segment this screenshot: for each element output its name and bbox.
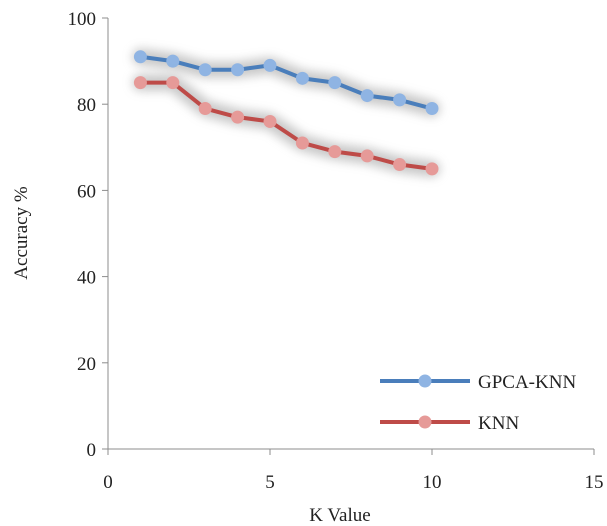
series-knn bbox=[132, 74, 440, 177]
legend-marker bbox=[418, 374, 432, 388]
x-tick-label: 0 bbox=[103, 472, 113, 493]
data-point bbox=[198, 102, 212, 116]
x-ticks: 0 5 10 15 bbox=[103, 449, 604, 493]
data-point bbox=[393, 93, 407, 107]
legend: GPCA-KNN KNN bbox=[380, 372, 576, 434]
y-tick-label: 0 bbox=[87, 440, 97, 461]
data-point bbox=[133, 76, 147, 90]
y-tick-label: 100 bbox=[68, 9, 97, 30]
y-axis-label: Accuracy % bbox=[11, 186, 32, 280]
legend-label: KNN bbox=[478, 413, 519, 434]
data-point bbox=[295, 136, 309, 150]
legend-item: KNN bbox=[380, 413, 519, 434]
y-tick-label: 60 bbox=[77, 181, 96, 202]
data-point bbox=[360, 89, 374, 103]
data-point bbox=[166, 54, 180, 68]
x-tick-label: 5 bbox=[265, 472, 275, 493]
y-tick-label: 40 bbox=[77, 268, 96, 289]
series-line bbox=[140, 80, 433, 171]
data-point bbox=[295, 71, 309, 85]
data-point bbox=[198, 63, 212, 77]
data-point bbox=[263, 114, 277, 128]
y-tick-label: 20 bbox=[77, 354, 96, 375]
series-gpca-knn bbox=[132, 48, 440, 117]
y-tick-label: 80 bbox=[77, 95, 96, 116]
data-point bbox=[328, 76, 342, 90]
data-point bbox=[263, 58, 277, 72]
x-axis-label: K Value bbox=[309, 505, 370, 526]
series-line bbox=[140, 54, 433, 111]
axes bbox=[107, 18, 594, 450]
x-tick-label: 10 bbox=[423, 472, 442, 493]
legend-item: GPCA-KNN bbox=[380, 372, 576, 393]
data-point bbox=[425, 102, 439, 116]
legend-marker bbox=[418, 415, 432, 429]
x-tick-label: 15 bbox=[585, 472, 604, 493]
data-point bbox=[166, 76, 180, 90]
data-point bbox=[328, 145, 342, 159]
y-ticks: 0 20 40 60 80 100 bbox=[68, 9, 108, 461]
data-point bbox=[425, 162, 439, 176]
data-point bbox=[231, 63, 245, 77]
data-point bbox=[360, 149, 374, 163]
series-layer bbox=[132, 48, 440, 177]
data-point bbox=[393, 158, 407, 172]
data-point bbox=[133, 50, 147, 64]
data-point bbox=[231, 110, 245, 124]
legend-label: GPCA-KNN bbox=[478, 372, 576, 393]
